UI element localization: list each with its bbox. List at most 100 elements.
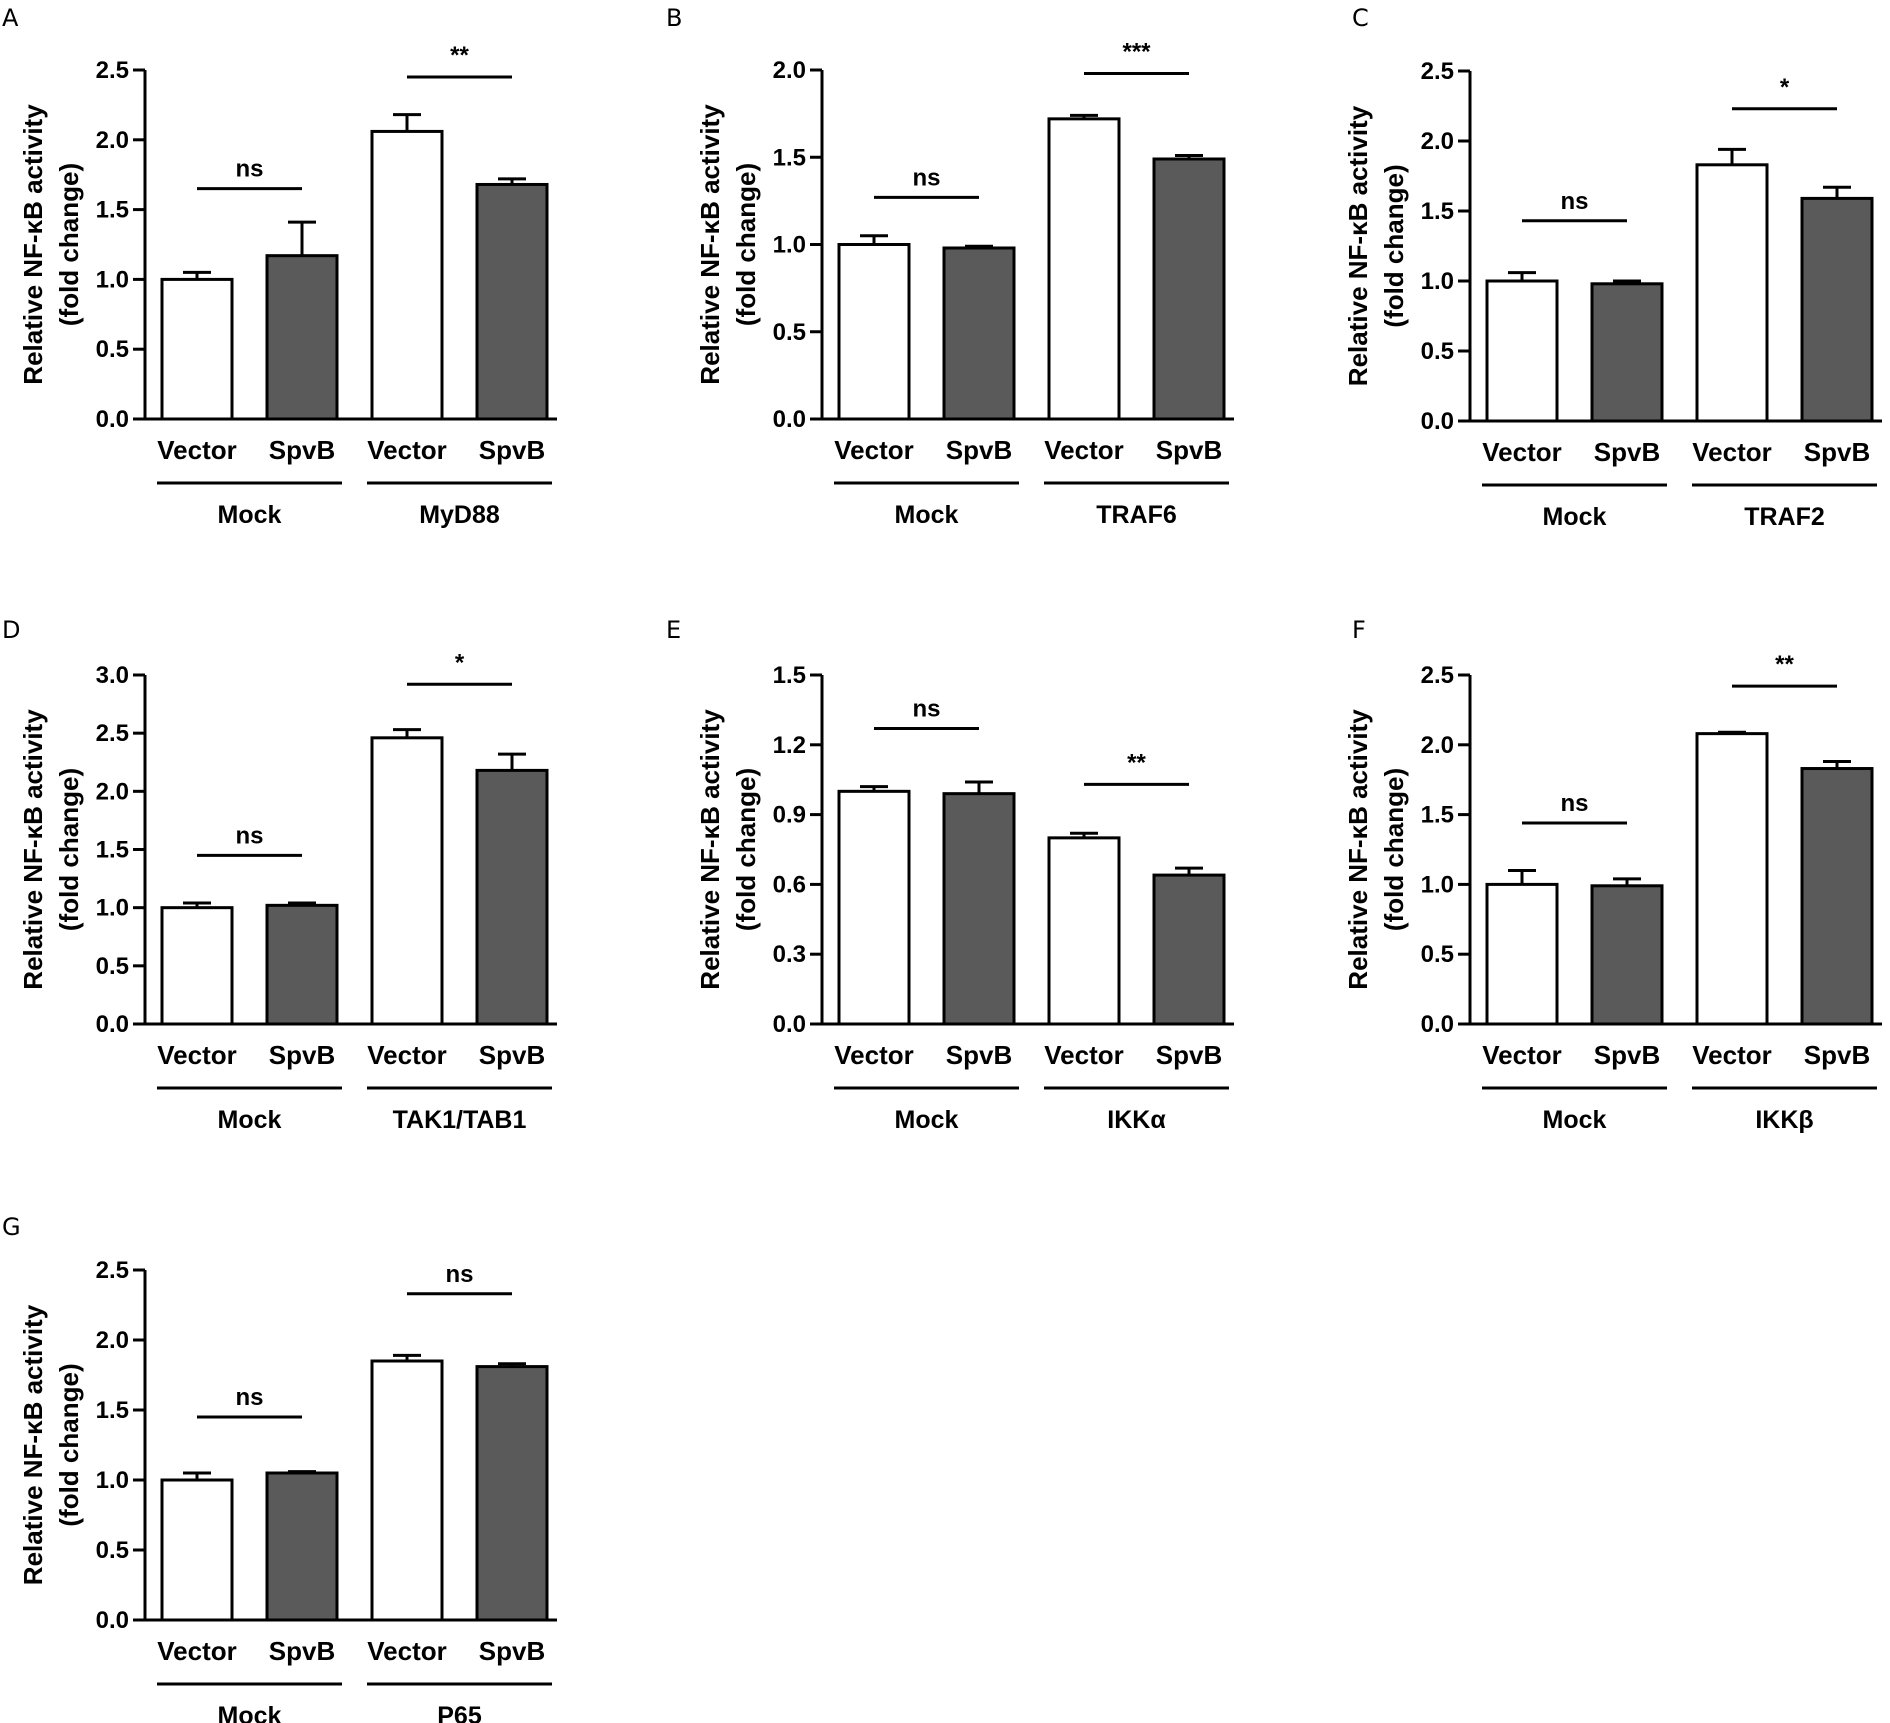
y-tick-label: 1.0 (96, 895, 129, 922)
bar-spvb-2 (1590, 282, 1664, 423)
y-tick-label: 1.0 (1421, 268, 1454, 295)
y-tick-label: 1.5 (96, 837, 129, 864)
x-category-label: SpvB (479, 1636, 545, 1666)
y-tick-label: 2.0 (1421, 732, 1454, 759)
x-category-label: Vector (1044, 435, 1124, 465)
y-tick-label: 1.0 (1421, 871, 1454, 898)
x-category-label: Vector (1482, 1040, 1562, 1070)
y-tick-label: 0.5 (1421, 338, 1454, 365)
bar-vector-1 (160, 1478, 234, 1622)
y-axis-label: Relative NF-κB activity (fold change) (18, 1304, 84, 1585)
bar-spvb-4 (475, 182, 549, 421)
panel-e: E 0.0 0.3 0.6 0.9 1.2 1.5 Relative NF-κB activi… (666, 616, 1234, 1134)
significance-label: *** (1122, 38, 1151, 65)
y-tick-label: 0.0 (1421, 1011, 1454, 1038)
y-tick-label: 1.5 (96, 197, 129, 224)
y-axis-label: Relative NF-κB activity (fold change) (18, 104, 84, 385)
panel-letter: D (2, 616, 20, 644)
y-tick-label: 0.5 (96, 953, 129, 980)
y-tick-label: 0.0 (96, 1011, 129, 1038)
y-axis-label: Relative NF-κB activity (fold change) (1343, 105, 1409, 386)
y-tick-label: 2.0 (96, 127, 129, 154)
bar-vector-1 (1485, 279, 1559, 423)
y-tick-label: 2.5 (96, 720, 129, 747)
x-category-label: SpvB (479, 435, 545, 465)
y-tick-label: 0.0 (773, 1011, 806, 1038)
x-category-label: SpvB (479, 1040, 545, 1070)
x-category-label: Vector (157, 1636, 237, 1666)
y-tick-label: 2.5 (96, 57, 129, 84)
significance-label: ** (450, 42, 469, 69)
bar-spvb-2 (942, 792, 1016, 1026)
bar-vector-3 (370, 736, 444, 1026)
x-category-label: Vector (1692, 437, 1772, 467)
group-label: Mock (218, 1106, 282, 1134)
y-tick-label: 1.5 (773, 662, 806, 689)
y-tick-label: 2.0 (773, 57, 806, 84)
significance-label: ** (1127, 749, 1146, 776)
bar-vector-3 (1047, 836, 1121, 1026)
y-axis-label: Relative NF-κB activity (fold change) (1343, 709, 1409, 990)
y-tick-label: 1.2 (773, 732, 806, 759)
x-category-label: SpvB (1804, 437, 1870, 467)
x-category-label: SpvB (1804, 1040, 1870, 1070)
y-axis-label: Relative NF-κB activity (fold change) (18, 709, 84, 990)
bar-vector-1 (160, 906, 234, 1026)
y-tick-label: 1.0 (773, 232, 806, 259)
x-category-label: Vector (367, 1040, 447, 1070)
significance-label: ** (1775, 651, 1794, 678)
group-label: Mock (1543, 1106, 1607, 1134)
bar-spvb-2 (1590, 884, 1664, 1026)
panel-letter: E (666, 616, 681, 644)
y-tick-label: 0.5 (1421, 941, 1454, 968)
y-tick-label: 3.0 (96, 662, 129, 689)
panel-letter: A (2, 4, 19, 32)
significance-label: * (455, 649, 465, 676)
y-tick-label: 1.5 (96, 1397, 129, 1424)
x-category-label: Vector (1044, 1040, 1124, 1070)
bar-vector-3 (370, 129, 444, 421)
x-category-label: Vector (834, 435, 914, 465)
y-tick-label: 2.5 (96, 1257, 129, 1284)
y-tick-label: 1.0 (96, 1467, 129, 1494)
y-tick-label: 0.6 (773, 871, 806, 898)
y-tick-label: 0.0 (773, 406, 806, 433)
bar-vector-3 (1047, 117, 1121, 421)
group-label: Mock (1543, 503, 1607, 531)
y-tick-label: 0.0 (96, 406, 129, 433)
group-label: Mock (895, 1106, 959, 1134)
bar-spvb-4 (1800, 196, 1874, 423)
significance-label: ns (235, 156, 263, 183)
x-category-label: Vector (834, 1040, 914, 1070)
bar-vector-1 (160, 277, 234, 421)
group-label: MyD88 (419, 501, 500, 529)
significance-label: ns (235, 1384, 263, 1411)
y-axis-label: Relative NF-κB activity (fold change) (695, 104, 761, 385)
group-label: Mock (218, 1702, 282, 1723)
panel-letter: C (1352, 4, 1369, 32)
x-category-label: SpvB (269, 1636, 335, 1666)
bar-vector-3 (370, 1359, 444, 1622)
y-tick-label: 1.0 (96, 266, 129, 293)
x-category-label: SpvB (1156, 1040, 1222, 1070)
x-category-label: Vector (1692, 1040, 1772, 1070)
x-category-label: SpvB (946, 1040, 1012, 1070)
bar-spvb-4 (1800, 767, 1874, 1026)
x-category-label: SpvB (1594, 1040, 1660, 1070)
y-tick-label: 0.0 (1421, 408, 1454, 435)
group-label: TRAF2 (1744, 503, 1825, 531)
y-tick-label: 1.5 (773, 144, 806, 171)
x-category-label: Vector (367, 1636, 447, 1666)
bar-spvb-4 (475, 768, 549, 1026)
group-label: TRAF6 (1096, 501, 1177, 529)
y-axis-label: Relative NF-κB activity (fold change) (695, 709, 761, 990)
y-tick-label: 2.0 (96, 1327, 129, 1354)
y-tick-label: 2.5 (1421, 662, 1454, 689)
bar-vector-1 (837, 243, 911, 421)
significance-label: ns (445, 1261, 473, 1288)
significance-label: * (1780, 74, 1790, 101)
group-label: IKKα (1107, 1106, 1166, 1134)
panel-d: D 0.0 0.5 1.0 1.5 2.0 2.5 3.0 Relative NF-κB act… (2, 616, 557, 1134)
x-category-label: SpvB (1156, 435, 1222, 465)
